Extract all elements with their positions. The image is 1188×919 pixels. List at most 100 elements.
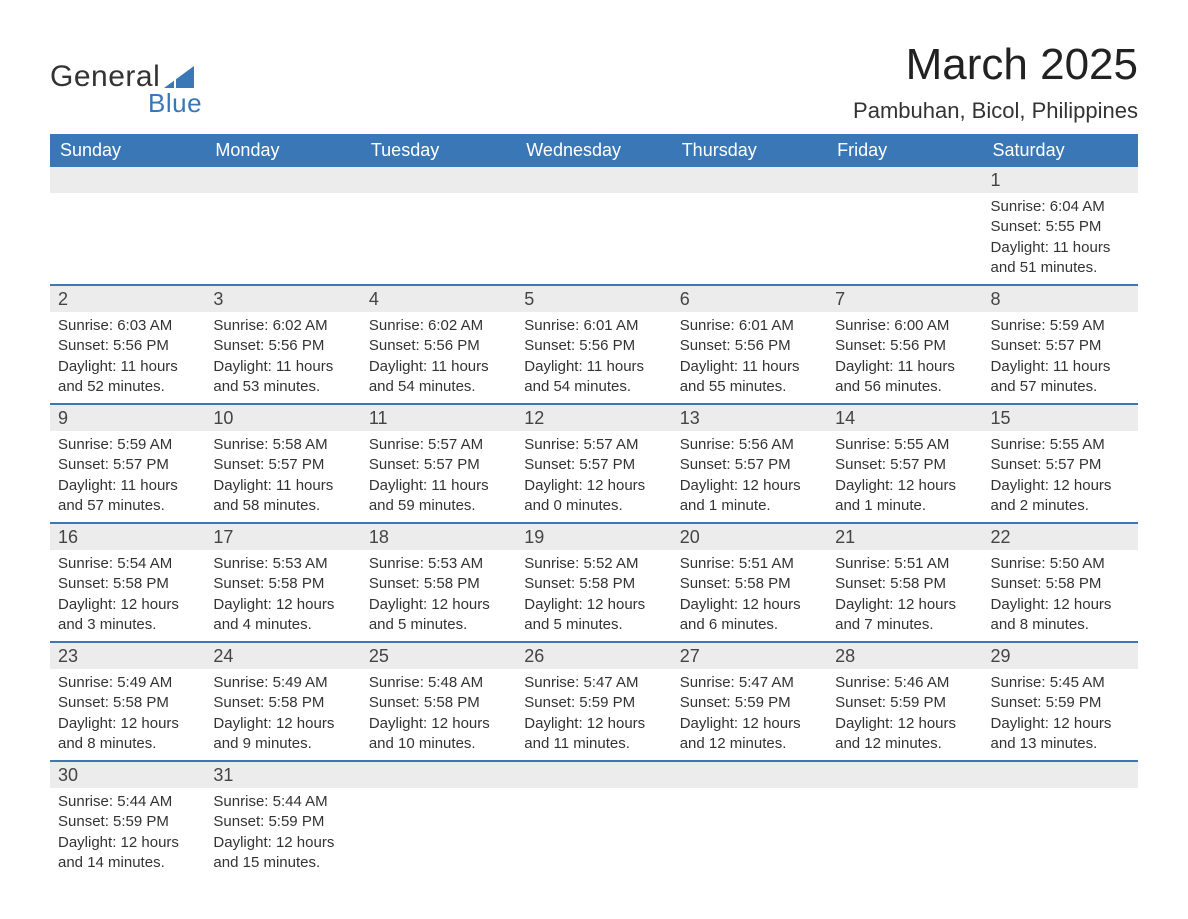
day-number: 20 [680, 527, 700, 547]
day-number: 1 [991, 170, 1001, 190]
detail-row: Sunrise: 6:03 AMSunset: 5:56 PMDaylight:… [50, 312, 1138, 404]
day-detail-cell: Sunrise: 5:44 AMSunset: 5:59 PMDaylight:… [205, 788, 360, 879]
day-detail-cell: Sunrise: 5:45 AMSunset: 5:59 PMDaylight:… [983, 669, 1138, 761]
day-number-cell [516, 761, 671, 788]
sunset-text: Sunset: 5:58 PM [58, 693, 197, 713]
day-detail-cell: Sunrise: 6:02 AMSunset: 5:56 PMDaylight:… [361, 312, 516, 404]
sunset-text: Sunset: 5:58 PM [835, 574, 974, 594]
day-number-cell: 22 [983, 523, 1138, 550]
sunset-text: Sunset: 5:56 PM [369, 336, 508, 356]
daylight-text: Daylight: 12 hours and 0 minutes. [524, 476, 663, 517]
sunrise-text: Sunrise: 5:58 AM [213, 435, 352, 455]
day-detail-cell [205, 193, 360, 285]
day-number: 6 [680, 289, 690, 309]
day-number: 11 [369, 408, 388, 428]
sunrise-text: Sunrise: 5:56 AM [680, 435, 819, 455]
daylight-text: Daylight: 11 hours and 58 minutes. [213, 476, 352, 517]
sunrise-text: Sunrise: 5:46 AM [835, 673, 974, 693]
day-number: 28 [835, 646, 855, 666]
day-number-cell: 26 [516, 642, 671, 669]
day-number: 19 [524, 527, 544, 547]
day-number-cell: 6 [672, 285, 827, 312]
sunrise-text: Sunrise: 5:52 AM [524, 554, 663, 574]
header: General Blue March 2025 Pambuhan, Bicol,… [50, 40, 1138, 124]
sunset-text: Sunset: 5:56 PM [835, 336, 974, 356]
day-number: 31 [213, 765, 233, 785]
sunrise-text: Sunrise: 5:53 AM [213, 554, 352, 574]
day-detail-cell: Sunrise: 5:53 AMSunset: 5:58 PMDaylight:… [205, 550, 360, 642]
day-number-cell: 17 [205, 523, 360, 550]
day-number-cell: 5 [516, 285, 671, 312]
day-number: 27 [680, 646, 700, 666]
day-number: 30 [58, 765, 78, 785]
day-number-cell: 20 [672, 523, 827, 550]
day-detail-cell: Sunrise: 5:59 AMSunset: 5:57 PMDaylight:… [50, 431, 205, 523]
daylight-text: Daylight: 12 hours and 12 minutes. [680, 714, 819, 755]
day-number: 23 [58, 646, 78, 666]
sunrise-text: Sunrise: 5:49 AM [213, 673, 352, 693]
detail-row: Sunrise: 5:54 AMSunset: 5:58 PMDaylight:… [50, 550, 1138, 642]
day-detail-cell: Sunrise: 6:00 AMSunset: 5:56 PMDaylight:… [827, 312, 982, 404]
day-number-cell [672, 761, 827, 788]
col-sunday: Sunday [50, 134, 205, 167]
day-number-cell: 23 [50, 642, 205, 669]
sunset-text: Sunset: 5:58 PM [524, 574, 663, 594]
daylight-text: Daylight: 12 hours and 12 minutes. [835, 714, 974, 755]
day-number-cell [361, 761, 516, 788]
day-detail-cell: Sunrise: 5:55 AMSunset: 5:57 PMDaylight:… [827, 431, 982, 523]
sunset-text: Sunset: 5:57 PM [524, 455, 663, 475]
logo: General Blue [50, 60, 202, 119]
day-number: 14 [835, 408, 855, 428]
col-thursday: Thursday [672, 134, 827, 167]
detail-row: Sunrise: 6:04 AMSunset: 5:55 PMDaylight:… [50, 193, 1138, 285]
day-number-cell [50, 167, 205, 193]
daylight-text: Daylight: 11 hours and 57 minutes. [991, 357, 1130, 398]
sunrise-text: Sunrise: 5:57 AM [524, 435, 663, 455]
daynum-row: 30 31 [50, 761, 1138, 788]
col-monday: Monday [205, 134, 360, 167]
detail-row: Sunrise: 5:49 AMSunset: 5:58 PMDaylight:… [50, 669, 1138, 761]
sunrise-text: Sunrise: 5:51 AM [835, 554, 974, 574]
day-number: 7 [835, 289, 845, 309]
sunset-text: Sunset: 5:56 PM [524, 336, 663, 356]
page-title: March 2025 [853, 40, 1138, 90]
detail-row: Sunrise: 5:59 AMSunset: 5:57 PMDaylight:… [50, 431, 1138, 523]
day-number: 3 [213, 289, 223, 309]
sunset-text: Sunset: 5:57 PM [213, 455, 352, 475]
col-saturday: Saturday [983, 134, 1138, 167]
daylight-text: Daylight: 12 hours and 1 minute. [680, 476, 819, 517]
day-detail-cell: Sunrise: 5:49 AMSunset: 5:58 PMDaylight:… [205, 669, 360, 761]
sunset-text: Sunset: 5:57 PM [835, 455, 974, 475]
sunset-text: Sunset: 5:58 PM [58, 574, 197, 594]
daylight-text: Daylight: 12 hours and 8 minutes. [58, 714, 197, 755]
day-number: 25 [369, 646, 389, 666]
sunset-text: Sunset: 5:55 PM [991, 217, 1130, 237]
day-number-cell: 31 [205, 761, 360, 788]
day-number: 12 [524, 408, 544, 428]
day-number-cell: 29 [983, 642, 1138, 669]
daynum-row: 16171819202122 [50, 523, 1138, 550]
sunrise-text: Sunrise: 5:44 AM [58, 792, 197, 812]
daynum-row: 23242526272829 [50, 642, 1138, 669]
day-detail-cell: Sunrise: 5:51 AMSunset: 5:58 PMDaylight:… [672, 550, 827, 642]
sunrise-text: Sunrise: 5:50 AM [991, 554, 1130, 574]
sunset-text: Sunset: 5:58 PM [369, 574, 508, 594]
day-detail-cell: Sunrise: 5:47 AMSunset: 5:59 PMDaylight:… [516, 669, 671, 761]
day-number-cell [516, 167, 671, 193]
day-number: 8 [991, 289, 1001, 309]
sunrise-text: Sunrise: 5:49 AM [58, 673, 197, 693]
daylight-text: Daylight: 12 hours and 15 minutes. [213, 833, 352, 874]
sunset-text: Sunset: 5:56 PM [680, 336, 819, 356]
daylight-text: Daylight: 11 hours and 51 minutes. [991, 238, 1130, 279]
sunrise-text: Sunrise: 5:44 AM [213, 792, 352, 812]
day-detail-cell: Sunrise: 5:46 AMSunset: 5:59 PMDaylight:… [827, 669, 982, 761]
sunset-text: Sunset: 5:57 PM [369, 455, 508, 475]
day-number-cell: 25 [361, 642, 516, 669]
day-number-cell [983, 761, 1138, 788]
day-detail-cell [672, 788, 827, 879]
day-number: 22 [991, 527, 1011, 547]
sunset-text: Sunset: 5:58 PM [369, 693, 508, 713]
daylight-text: Daylight: 12 hours and 6 minutes. [680, 595, 819, 636]
day-detail-cell [361, 193, 516, 285]
day-number-cell: 2 [50, 285, 205, 312]
